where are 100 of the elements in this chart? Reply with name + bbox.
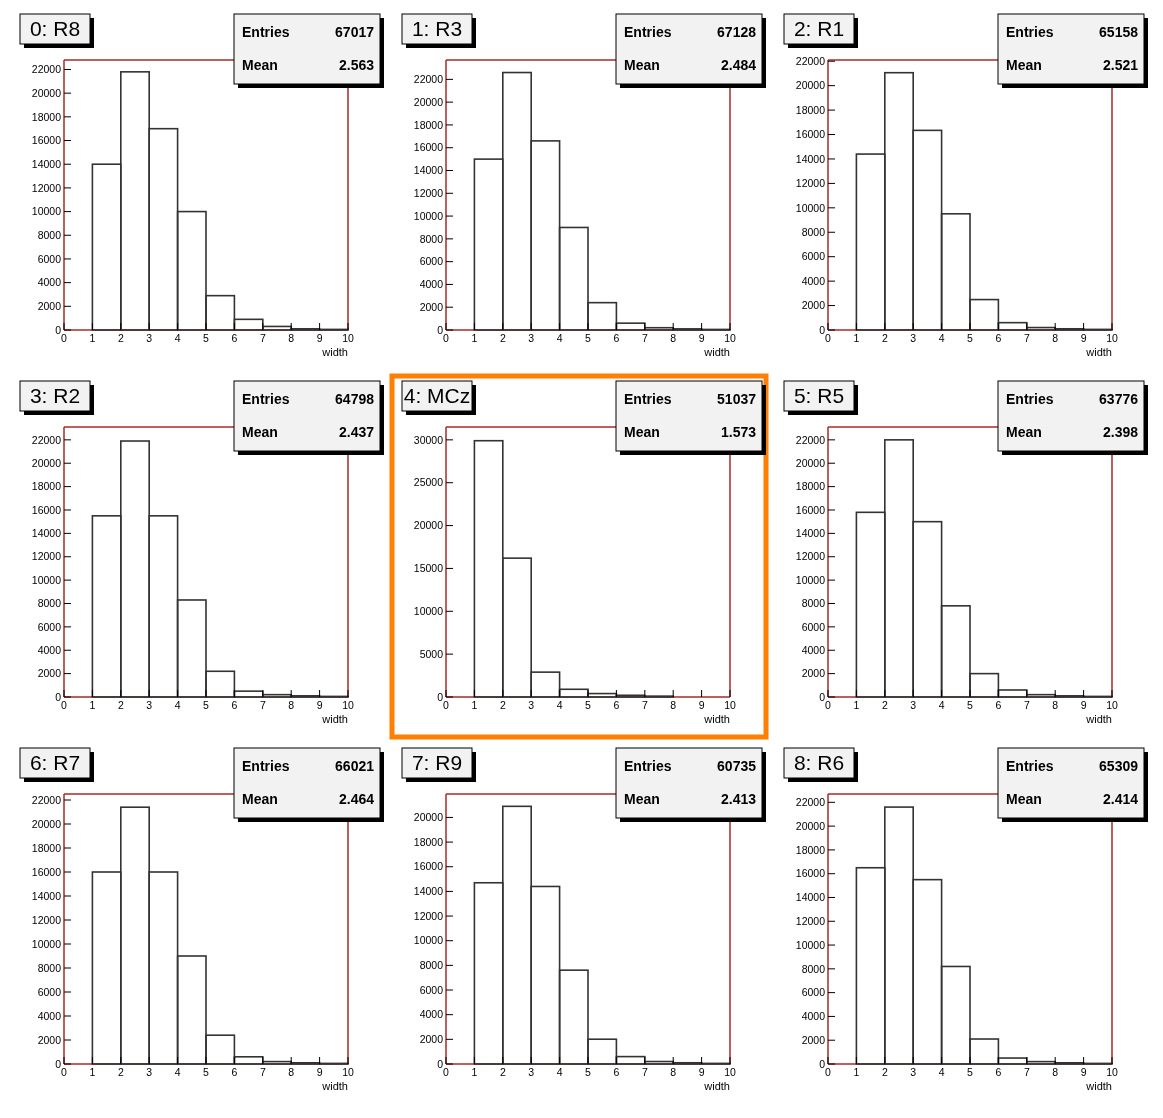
y-tick-label: 10000 [413,209,444,222]
x-tick-label: 1 [471,332,478,344]
x-tick-label: 3 [528,332,535,344]
x-tick-label: 2 [117,332,124,344]
y-tick-label: 18000 [31,110,62,123]
y-tick-label: 16000 [31,134,62,147]
y-tick-label: 6000 [37,620,62,633]
y-tick-label: 12000 [31,550,62,563]
x-tick-label: 6 [995,332,1002,344]
text: Mean 2.437 [242,423,374,440]
x-tick-label: 9 [316,332,323,344]
x-tick-label: 3 [528,1066,535,1078]
x-tick-label: 7 [259,332,266,344]
y-tick-label: 2000 [801,667,826,680]
y-tick-label: 4000 [419,278,444,291]
y-tick-label: 6000 [801,620,826,633]
x-tick-label: 6 [613,332,620,344]
y-tick-label: 16000 [31,503,62,516]
y-tick-label: 10000 [795,938,826,951]
y-tick-label: 20000 [31,456,62,469]
x-tick-label: 10 [1106,1066,1118,1078]
y-tick-label: 30000 [413,433,444,446]
x-tick-label: 6 [613,699,620,711]
y-tick-label: 14000 [31,889,62,902]
x-tick-label: 8 [288,1066,295,1078]
x-tick-label: 4 [174,1066,181,1078]
text: Entries 67017 [242,23,374,40]
x-tick-label: 5 [967,1066,974,1078]
x-tick-label: 10 [1106,332,1118,344]
x-tick-label: 5 [203,699,210,711]
text: Entries 63776 [1006,390,1138,407]
y-tick-label: 0 [55,323,62,336]
x-tick-label: 7 [259,1066,266,1078]
y-tick-label: 22000 [413,73,444,86]
y-tick-label: 16000 [413,141,444,154]
y-tick-label: 10000 [795,201,826,214]
y-tick-label: 4000 [801,1010,826,1023]
x-tick-label: 5 [967,332,974,344]
text: Entries 66021 [242,757,374,774]
text: Entries 60735 [624,757,756,774]
y-tick-label: 8000 [37,961,62,974]
x-tick-label: 1 [89,332,96,344]
y-tick-label: 18000 [795,480,826,493]
y-tick-label: 16000 [795,503,826,516]
chart-title: 7: R9 [411,751,463,775]
x-tick-label: 1 [853,332,860,344]
y-tick-label: 14000 [795,891,826,904]
x-tick-label: 9 [1080,699,1087,711]
text: Mean 2.464 [242,790,374,807]
x-tick-label: 7 [1023,1066,1030,1078]
y-tick-label: 16000 [31,865,62,878]
y-tick-label: 20000 [31,817,62,830]
x-tick-label: 8 [670,699,677,711]
x-tick-label: 3 [146,332,153,344]
x-tick-label: 8 [1052,699,1059,711]
x-tick-label: 4 [938,332,945,344]
x-tick-label: 3 [910,1066,917,1078]
y-tick-label: 10000 [31,937,62,950]
x-tick-label: 9 [1080,1066,1087,1078]
x-tick-label: 8 [670,332,677,344]
text: Entries 65309 [1006,757,1138,774]
y-tick-label: 14000 [31,157,62,170]
y-tick-label: 18000 [413,118,444,131]
text: Entries 51037 [624,390,756,407]
y-tick-label: 4000 [37,276,62,289]
text: Mean 2.521 [1006,56,1138,73]
y-tick-label: 10000 [795,573,826,586]
y-tick-label: 20000 [795,456,826,469]
x-tick-label: 8 [288,332,295,344]
x-axis-title: width [321,346,348,358]
x-tick-label: 2 [881,1066,888,1078]
y-tick-label: 6000 [801,986,826,999]
x-axis-title: width [321,1080,348,1092]
x-tick-label: 9 [1080,332,1087,344]
x-tick-label: 1 [853,699,860,711]
x-tick-label: 10 [724,699,736,711]
y-tick-label: 22000 [31,793,62,806]
y-tick-label: 2000 [37,667,62,680]
x-tick-label: 9 [316,699,323,711]
x-tick-label: 4 [938,699,945,711]
x-tick-label: 1 [89,1066,96,1078]
x-tick-label: 2 [881,332,888,344]
y-tick-label: 20000 [795,79,826,92]
x-tick-label: 4 [556,332,563,344]
x-tick-label: 6 [231,332,238,344]
y-tick-label: 2000 [801,1033,826,1046]
y-tick-label: 20000 [413,811,444,824]
y-tick-label: 22000 [31,433,62,446]
chart-title: 4: MCz [403,384,471,408]
text: Entries 67128 [624,23,756,40]
x-axis-title: width [703,713,730,725]
x-tick-label: 1 [853,1066,860,1078]
x-tick-label: 7 [1023,332,1030,344]
text: Entries 65158 [1006,23,1138,40]
chart-title: 2: R1 [793,17,845,41]
y-tick-label: 12000 [31,913,62,926]
y-tick-label: 6000 [37,252,62,265]
text: Mean 1.573 [624,423,756,440]
y-tick-label: 8000 [419,232,444,245]
x-tick-label: 1 [471,1066,478,1078]
